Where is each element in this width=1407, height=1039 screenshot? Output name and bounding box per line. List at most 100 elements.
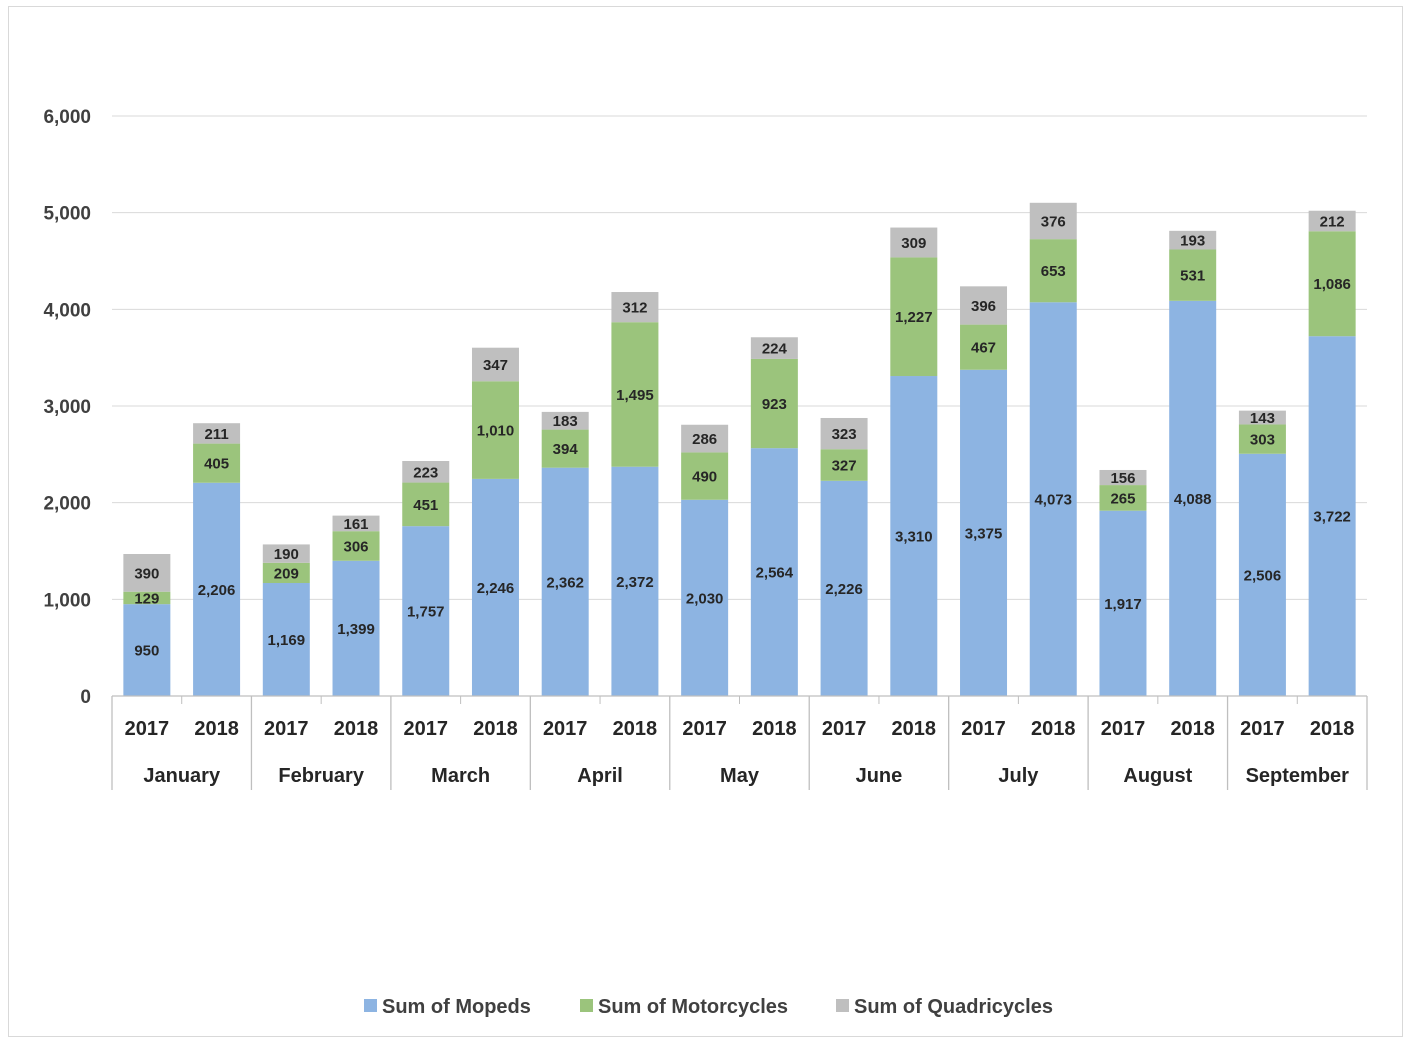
data-label: 2,206 [198,582,236,599]
data-label: 405 [204,456,229,473]
data-label: 183 [553,413,578,430]
bar-segment [262,544,310,563]
bar-segment [1308,210,1356,232]
legend-swatch [580,999,593,1012]
bar-segment [402,461,450,483]
data-label: 212 [1320,213,1345,230]
data-label: 4,088 [1174,491,1212,508]
x-tick-year: 2017 [264,718,309,740]
x-tick-month: January [143,765,221,787]
bar-segment [193,482,241,696]
legend-swatch [836,999,849,1012]
data-label: 3,310 [895,529,933,546]
data-label: 923 [762,396,787,413]
bar-segment [402,482,450,527]
data-label: 396 [971,298,996,315]
y-tick-label: 4,000 [43,300,91,321]
data-label: 1,495 [616,387,654,404]
data-label: 1,399 [337,621,375,638]
x-tick-year: 2017 [961,718,1006,740]
legend-item: Sum of Quadricycles [836,996,1053,1018]
data-label: 156 [1110,470,1135,487]
data-label: 306 [344,538,369,555]
y-tick-label: 3,000 [43,397,91,418]
bar-segment [1308,231,1356,337]
data-label: 190 [274,546,299,563]
data-label: 209 [274,565,299,582]
y-axis: 0 1,000 2,000 3,000 4,000 5,000 6,000 [43,107,91,708]
bar-segment [123,604,171,696]
bar-segment [820,480,868,696]
legend-label: Sum of Mopeds [382,996,531,1018]
data-label: 265 [1110,490,1135,507]
stacked-bar-chart: 0 1,000 2,000 3,000 4,000 5,000 6,000 950 129 39… [43,107,1368,1018]
data-label: 129 [134,590,159,607]
bar-segment [1099,469,1147,486]
x-tick-year: 2018 [1170,718,1215,740]
bar-segment [262,562,310,583]
bar-segment [541,411,589,430]
x-tick-month: September [1246,765,1350,787]
x-tick-year: 2017 [543,718,588,740]
data-label: 1,169 [268,632,306,649]
x-tick-year: 2017 [1240,718,1285,740]
bar-segment [890,227,938,258]
data-label: 390 [134,565,159,582]
bar-segment [193,423,241,444]
y-tick-label: 0 [80,687,91,708]
bar-segment [681,424,729,453]
bar-segment [890,376,938,696]
data-label: 327 [832,458,857,475]
bar-segment [820,417,868,450]
bar-segment [471,347,519,382]
data-label: 2,506 [1244,567,1282,584]
data-label: 451 [413,497,438,514]
data-label: 347 [483,357,508,374]
data-label: 950 [134,643,159,660]
x-tick-year: 2017 [404,718,449,740]
data-label: 1,010 [477,423,515,440]
bar-segment [1169,249,1217,301]
bar-segment [332,560,380,696]
legend-label: Sum of Quadricycles [854,996,1053,1018]
data-label: 193 [1180,233,1205,250]
bar-segment [1099,485,1147,511]
x-tick-month: August [1123,765,1192,787]
bar-segment [541,467,589,696]
data-label: 1,917 [1104,596,1142,613]
x-tick-year: 2018 [194,718,239,740]
x-tick-year: 2018 [1310,718,1355,740]
x-tick-year: 2018 [613,718,658,740]
bar-segment [611,322,659,467]
bar-segment [1029,302,1077,696]
x-tick-year: 2018 [473,718,518,740]
bar-segment [750,358,798,449]
legend-item: Sum of Motorcycles [580,996,788,1018]
chart-area: 0 1,000 2,000 3,000 4,000 5,000 6,000 950 129 39… [8,6,1403,1037]
y-tick-label: 5,000 [43,204,91,225]
x-tick-year: 2017 [822,718,867,740]
bar-segment [611,292,659,323]
data-label: 2,362 [546,574,584,591]
bar-segment [890,257,938,377]
legend-label: Sum of Motorcycles [598,996,788,1018]
x-tick-month: May [720,765,760,787]
legend: Sum of Mopeds Sum of Motorcycles Sum of Qu… [364,996,1053,1018]
bar-segment [123,591,171,605]
x-tick-month: July [998,765,1039,787]
bar-segment [820,449,868,481]
bar-segment [1169,230,1217,250]
bar-segment [1029,239,1077,303]
data-label: 143 [1250,410,1275,427]
data-label: 323 [832,426,857,443]
bar-segment [681,452,729,500]
data-label: 653 [1041,263,1066,280]
y-tick-label: 2,000 [43,494,91,515]
data-label: 223 [413,464,438,481]
legend-swatch [364,999,377,1012]
x-tick-year: 2018 [892,718,937,740]
bar-segment [681,499,729,696]
data-label: 224 [762,341,788,358]
bar-segment [1238,424,1286,454]
bar-segment [611,466,659,696]
